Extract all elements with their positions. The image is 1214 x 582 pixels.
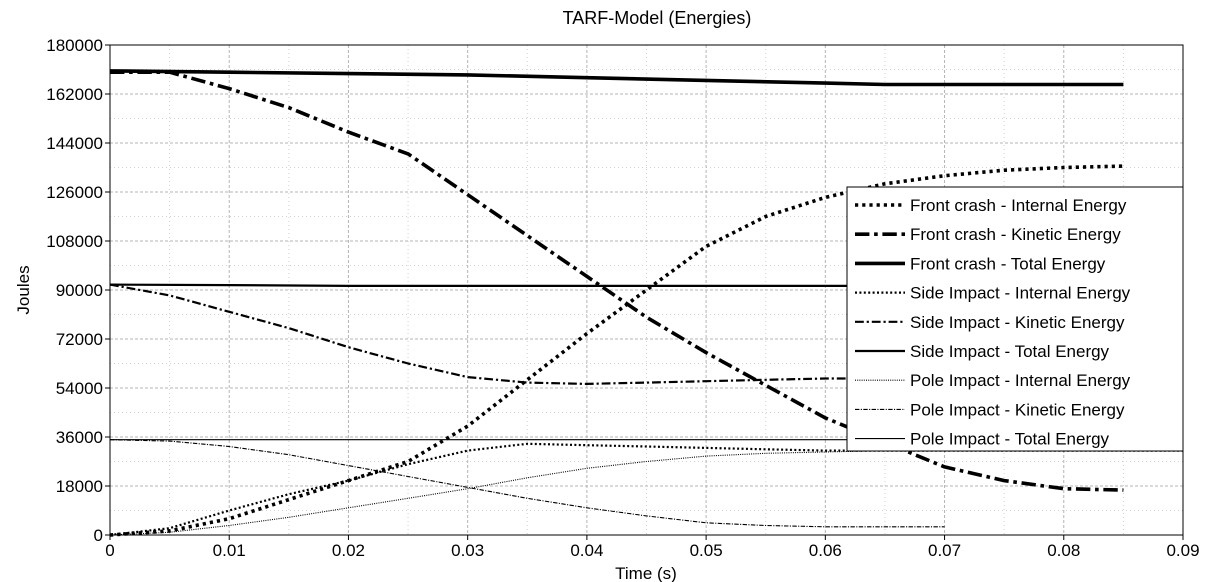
- y-tick-label: 18000: [56, 477, 103, 496]
- legend-label: Front crash - Kinetic Energy: [910, 225, 1121, 244]
- x-axis-ticks: 0 0.01 0.02 0.03 0.04 0.05 0.06 0.07 0.08 0.09: [105, 535, 1200, 560]
- y-tick-label: 126000: [46, 183, 103, 202]
- y-tick-label: 108000: [46, 232, 103, 251]
- chart-title: TARF-Model (Energies): [563, 8, 752, 28]
- legend-box: [846, 186, 1184, 452]
- y-tick-label: 180000: [46, 36, 103, 55]
- x-tick-label: 0.03: [451, 541, 484, 560]
- x-tick-label: 0.01: [213, 541, 246, 560]
- legend: Front crash - Internal Energy Front crash…: [846, 186, 1184, 452]
- y-axis-label: Joules: [14, 265, 33, 314]
- legend-label: Pole Impact - Kinetic Energy: [910, 400, 1125, 419]
- series-line-8: [109, 439, 945, 528]
- x-tick-label: 0.08: [1047, 541, 1080, 560]
- legend-label: Front crash - Total Energy: [910, 254, 1106, 273]
- y-tick-label: 144000: [46, 134, 103, 153]
- x-tick-label: 0: [105, 541, 114, 560]
- y-tick-label: 54000: [56, 379, 103, 398]
- x-tick-label: 0.09: [1166, 541, 1199, 560]
- legend-label: Side Impact - Total Energy: [910, 342, 1110, 361]
- x-tick-label: 0.02: [332, 541, 365, 560]
- x-tick-label: 0.07: [928, 541, 961, 560]
- y-tick-label: 162000: [46, 85, 103, 104]
- legend-label: Pole Impact - Internal Energy: [910, 371, 1131, 390]
- y-tick-label: 72000: [56, 330, 103, 349]
- legend-label: Pole Impact - Total Energy: [910, 430, 1110, 449]
- x-tick-label: 0.05: [690, 541, 723, 560]
- series-line-4: [109, 442, 1183, 537]
- x-axis-label: Time (s): [615, 564, 677, 582]
- series-line-1: [109, 164, 1124, 537]
- legend-label: Side Impact - Internal Energy: [910, 284, 1131, 303]
- x-tick-label: 0.06: [809, 541, 842, 560]
- series-line-2: [110, 70, 1124, 492]
- x-tick-label: 0.04: [570, 541, 603, 560]
- y-tick-label: 36000: [56, 428, 103, 447]
- legend-label: Front crash - Internal Energy: [910, 196, 1127, 215]
- y-axis-ticks: 0 18000 36000 54000 72000 90000 108000 126000 14…: [46, 36, 110, 545]
- y-tick-label: 0: [94, 526, 103, 545]
- series-line-3: [109, 69, 1124, 87]
- legend-label: Side Impact - Kinetic Energy: [910, 313, 1125, 332]
- y-tick-label: 90000: [56, 281, 103, 300]
